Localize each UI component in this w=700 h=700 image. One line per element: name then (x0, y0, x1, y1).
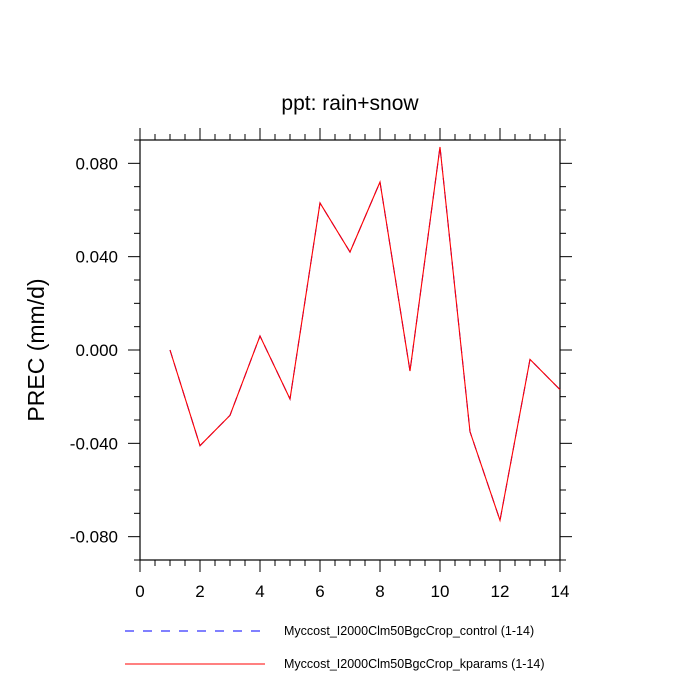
y-tick-label: 0.000 (75, 341, 118, 360)
legend-label-1: Myccost_I2000Clm50BgcCrop_control (1-14) (284, 624, 534, 638)
legend: Myccost_I2000Clm50BgcCrop_control (1-14)… (125, 624, 545, 671)
y-tick-label: -0.040 (70, 434, 118, 453)
y-axis-label: PREC (mm/d) (23, 278, 49, 421)
series-line-1 (169, 146, 561, 523)
axis-tick-labels: 0 2 4 6 8 10 12 14 -0.080 -0.040 0.000 0.040 0.080 (70, 154, 570, 601)
x-tick-label: 0 (135, 582, 144, 601)
x-tick-label: 14 (551, 582, 570, 601)
axis-ticks (128, 128, 572, 572)
series-line-2 (169, 146, 561, 523)
x-tick-label: 6 (315, 582, 324, 601)
x-tick-label: 10 (431, 582, 450, 601)
chart-title: ppt: rain+snow (281, 92, 419, 115)
legend-label-2: Myccost_I2000Clm50BgcCrop_kparams (1-14) (284, 657, 545, 671)
y-tick-label: -0.080 (70, 528, 118, 547)
plot-frame (139, 139, 561, 561)
y-tick-label: 0.040 (75, 248, 118, 267)
x-tick-label: 12 (491, 582, 510, 601)
y-tick-label: 0.080 (75, 154, 118, 173)
series-lines (169, 146, 561, 523)
x-tick-label: 2 (195, 582, 204, 601)
x-tick-label: 8 (375, 582, 384, 601)
x-tick-label: 4 (255, 582, 264, 601)
